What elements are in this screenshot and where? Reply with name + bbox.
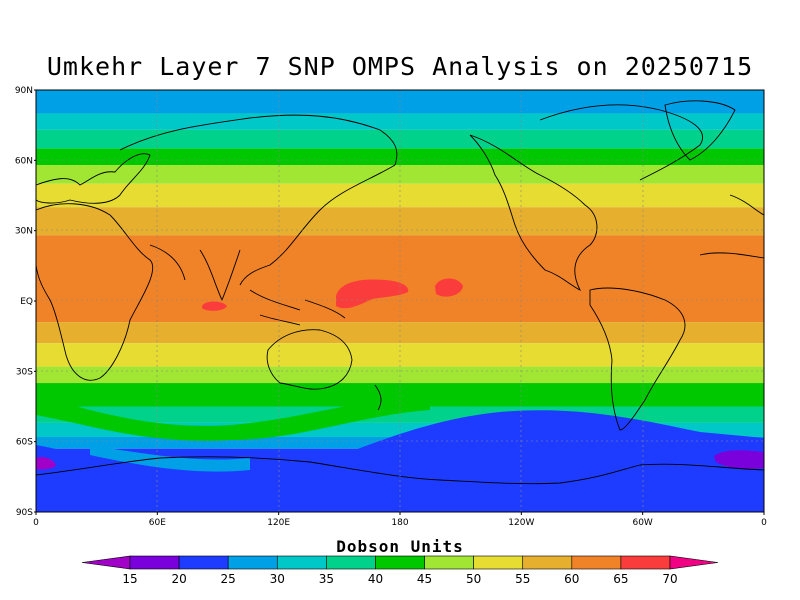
colorbar-swatch	[375, 555, 425, 570]
latitude-tick-label: 90N	[15, 86, 33, 96]
coastlines	[35, 100, 765, 485]
latitude-ticks: 90N 60N 30N EQ 30S 60S 90S	[15, 86, 36, 518]
colorbar-high-arrow	[669, 555, 719, 570]
colorbar-swatch	[276, 555, 327, 570]
colorbar-swatch	[178, 555, 229, 570]
colorbar-label: 45	[417, 572, 432, 586]
colorbar-label: 35	[319, 572, 334, 586]
map-title: Umkehr Layer 7 SNP OMPS Analysis on 2025…	[46, 52, 754, 81]
latitude-tick-label: 60N	[15, 156, 33, 166]
units-label: Dobson Units	[336, 537, 464, 556]
colorbar-swatch	[227, 555, 278, 570]
colorbar-label: 30	[270, 572, 285, 586]
ozone-band	[36, 322, 764, 344]
colorbar-label: 70	[662, 572, 677, 586]
longitude-ticks: 0 60E 120E 180 120W 60W 0	[33, 512, 767, 528]
longitude-tick-label: 120W	[508, 518, 534, 528]
colorbar-swatch	[424, 555, 474, 570]
ozone-band	[36, 129, 764, 149]
longitude-tick-label: 0	[761, 518, 767, 528]
ozone-band	[36, 165, 764, 184]
longitude-tick-label: 120E	[267, 518, 290, 528]
colorbar-swatch	[473, 555, 524, 570]
colorbar-swatch	[326, 555, 376, 570]
colorbar-label: 15	[122, 572, 137, 586]
colorbar-swatch	[522, 555, 573, 570]
ozone-band	[36, 343, 764, 367]
colorbar-label: 65	[613, 572, 628, 586]
ozone-band	[36, 383, 764, 407]
colorbar-label: 25	[221, 572, 236, 586]
colorbar-low-arrow	[81, 555, 131, 570]
latitude-tick-label: EQ	[20, 297, 33, 307]
colorbar-label: 55	[515, 572, 530, 586]
grid	[36, 90, 764, 512]
longitude-tick-label: 0	[33, 518, 39, 528]
latitude-tick-label: 30S	[16, 367, 33, 377]
longitude-tick-label: 180	[391, 518, 408, 528]
colorbar-label: 20	[171, 572, 186, 586]
latitude-tick-label: 90S	[16, 508, 33, 518]
latitude-tick-label: 30N	[15, 227, 33, 237]
colorbar-label: 50	[466, 572, 481, 586]
contour-features	[36, 278, 764, 512]
colorbar-swatch	[620, 555, 671, 570]
colorbar: 15 20 25 30 35 40 45 50 55 60 65 70	[81, 555, 719, 586]
longitude-tick-label: 60E	[149, 518, 166, 528]
latitude-tick-label: 60S	[16, 438, 33, 448]
colorbar-swatch	[129, 555, 180, 570]
colorbar-label: 40	[368, 572, 383, 586]
colorbar-label: 60	[564, 572, 579, 586]
colorbar-swatch	[571, 555, 622, 570]
longitude-tick-label: 60W	[632, 518, 652, 528]
